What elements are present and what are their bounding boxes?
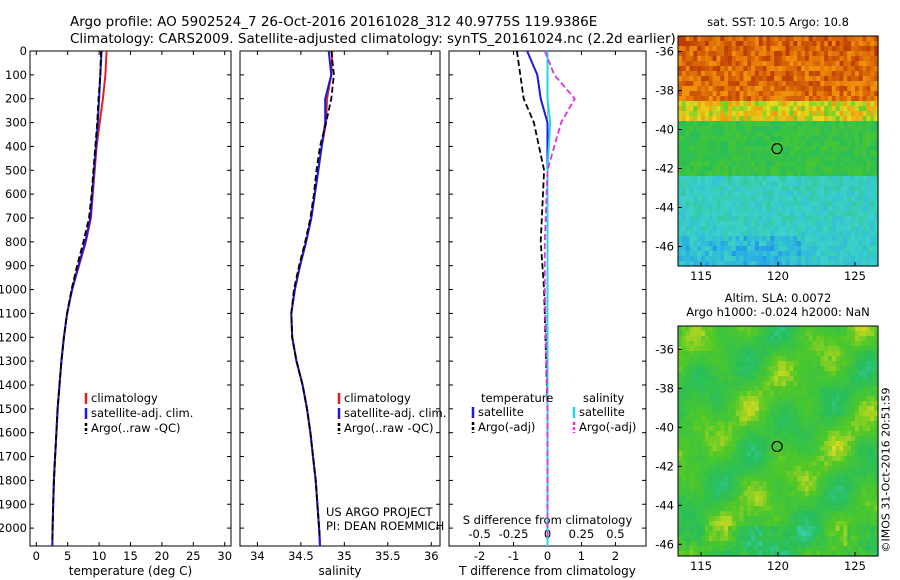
sla-ytick-label-1: -38: [655, 381, 674, 395]
sla-xtick-label-1: 120: [767, 559, 789, 573]
series-salinity-2: [290, 50, 335, 541]
depth-tick-label-16: 1600: [0, 426, 27, 440]
depth-tick-label-6: 600: [5, 187, 27, 201]
depth-tick-label-20: 2000: [0, 521, 27, 535]
sal-xlabel: salinity: [318, 564, 361, 578]
depth-tick-label-8: 800: [5, 235, 27, 249]
depth-tick-label-2: 200: [5, 92, 27, 106]
diff-xtick-label-1: -1: [508, 549, 519, 563]
sst-map: [678, 36, 879, 267]
series-difference-3: [543, 50, 576, 540]
temp-xtick-label-5: 25: [186, 549, 201, 563]
temp-legend-label-2: Argo(..raw -QC): [91, 421, 181, 435]
depth-tick-label-19: 1900: [0, 497, 27, 511]
sla-map-title-line1: Altim. SLA: 0.0072: [725, 291, 832, 305]
depth-tick-label-3: 300: [5, 116, 27, 130]
diff-xtick-label-4: 2: [612, 549, 619, 563]
imos-timestamp: ©IMOS 31-Oct-2016 20:51:59: [879, 387, 893, 553]
sst-map-title: sat. SST: 10.5 Argo: 10.8: [707, 15, 849, 29]
sst-ytick-label-5: -46: [655, 240, 674, 254]
sst-ytick-label-4: -44: [655, 201, 674, 215]
sst-ytick-label-3: -42: [655, 162, 674, 176]
diff-legend-s-label-0: satellite: [579, 405, 625, 419]
series-temperature-1: [51, 50, 103, 547]
sal-xtick-label-2: 35: [337, 549, 352, 563]
sal-xtick-label-3: 35.5: [375, 549, 401, 563]
sal-xtick-label-0: 34: [250, 549, 265, 563]
credit-pi: PI: DEAN ROEMMICH: [326, 519, 444, 533]
depth-tick-label-10: 1000: [0, 283, 27, 297]
depth-tick-label-7: 700: [5, 211, 27, 225]
sst-profile-marker: [771, 143, 783, 155]
diff-stick-label-3: 0.25: [569, 527, 595, 541]
diff-xtick-label-2: 0: [544, 549, 551, 563]
sla-ytick-label-4: -44: [655, 498, 674, 512]
header-title-line2: Climatology: CARS2009. Satellite-adjuste…: [70, 31, 676, 47]
sst-xtick-label-2: 125: [844, 269, 866, 283]
depth-tick-label-12: 1200: [0, 330, 27, 344]
temp-xtick-label-2: 10: [92, 549, 107, 563]
series-difference-1: [516, 50, 549, 540]
diff-legend-s-title: salinity: [583, 391, 624, 405]
sla-map-title-line2: Argo h1000: -0.024 h2000: NaN: [686, 305, 870, 319]
depth-tick-label-11: 1100: [0, 306, 27, 320]
temp-xtick-label-3: 15: [123, 549, 138, 563]
sla-map: [678, 326, 879, 557]
sst-xtick-label-1: 120: [767, 269, 789, 283]
sal-xtick-label-4: 36: [424, 549, 439, 563]
sla-ytick-label-3: -42: [655, 459, 674, 473]
salinity-panel-frame: [239, 50, 441, 547]
diff-t-xlabel: T difference from climatology: [458, 564, 636, 578]
diff-stick-label-1: -0.25: [499, 527, 529, 541]
series-temperature-2: [51, 50, 102, 541]
temp-xtick-label-1: 5: [64, 549, 71, 563]
depth-tick-label-15: 1500: [0, 402, 27, 416]
diff-legend-t-label-1: Argo(-adj): [478, 420, 535, 434]
depth-tick-label-4: 400: [5, 139, 27, 153]
depth-tick-label-9: 900: [5, 259, 27, 273]
temp-legend-label-1: satellite-adj. clim.: [91, 406, 193, 420]
diff-legend-s-label-1: Argo(-adj): [579, 420, 636, 434]
sla-xtick-label-2: 125: [844, 559, 866, 573]
credit-project: US ARGO PROJECT: [326, 505, 434, 519]
depth-tick-label-18: 1800: [0, 473, 27, 487]
sst-xtick-label-0: 115: [690, 269, 712, 283]
depth-tick-label-17: 1700: [0, 450, 27, 464]
depth-tick-label-14: 1400: [0, 378, 27, 392]
sla-ytick-label-5: -46: [655, 537, 674, 551]
sal-legend-label-1: satellite-adj. clim.: [344, 406, 446, 420]
depth-tick-label-0: 0: [20, 44, 27, 58]
depth-tick-label-1: 100: [5, 68, 27, 82]
sla-profile-marker: [771, 440, 783, 453]
depth-tick-label-5: 500: [5, 163, 27, 177]
diff-legend-t-label-0: satellite: [478, 405, 524, 419]
temp-legend-label-0: climatology: [91, 391, 158, 405]
diff-stick-label-0: -0.5: [468, 527, 490, 541]
diff-legend-t-title: temperature: [481, 391, 553, 405]
sal-legend-label-0: climatology: [344, 391, 411, 405]
sst-ytick-label-2: -40: [655, 123, 674, 137]
sla-ytick-label-2: -40: [655, 420, 674, 434]
sst-ytick-label-0: -36: [655, 45, 674, 59]
diff-xtick-label-0: -2: [474, 549, 485, 563]
diff-xtick-label-3: 1: [578, 549, 585, 563]
depth-tick-label-13: 1300: [0, 354, 27, 368]
sla-ytick-label-0: -36: [655, 342, 674, 356]
temp-xlabel: temperature (deg C): [69, 564, 192, 578]
temp-xtick-label-6: 30: [217, 549, 232, 563]
diff-stick-label-4: 0.5: [606, 527, 624, 541]
temperature-panel-frame: [29, 50, 232, 547]
sal-xtick-label-1: 34.5: [288, 549, 314, 563]
header-title-line1: Argo profile: AO 5902524_7 26-Oct-2016 2…: [70, 14, 598, 30]
sla-xtick-label-0: 115: [690, 559, 712, 573]
temp-xtick-label-0: 0: [33, 549, 40, 563]
sal-legend-label-2: Argo(..raw -QC): [344, 421, 434, 435]
temp-xtick-label-4: 20: [155, 549, 170, 563]
sst-ytick-label-1: -38: [655, 84, 674, 98]
